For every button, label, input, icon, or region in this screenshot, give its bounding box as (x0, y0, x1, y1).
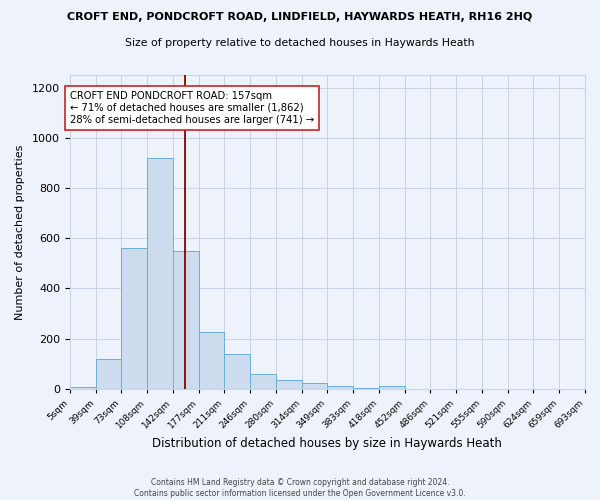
Bar (121, 248, 147, 389)
Bar (70, 387, 95, 389)
Text: CROFT END, PONDCROFT ROAD, LINDFIELD, HAYWARDS HEATH, RH16 2HQ: CROFT END, PONDCROFT ROAD, LINDFIELD, HA… (67, 12, 533, 22)
Text: Size of property relative to detached houses in Haywards Heath: Size of property relative to detached ho… (125, 38, 475, 48)
Bar (353, 388, 379, 389)
Text: CROFT END PONDCROFT ROAD: 157sqm
← 71% of detached houses are smaller (1,862)
28: CROFT END PONDCROFT ROAD: 157sqm ← 71% o… (70, 92, 314, 124)
X-axis label: Distribution of detached houses by size in Haywards Heath: Distribution of detached houses by size … (152, 437, 502, 450)
Bar (224, 354, 250, 389)
Bar (379, 386, 404, 389)
Text: Contains HM Land Registry data © Crown copyright and database right 2024.
Contai: Contains HM Land Registry data © Crown c… (134, 478, 466, 498)
Bar (302, 382, 328, 389)
Bar (199, 332, 224, 389)
Bar (147, 158, 173, 389)
Bar (95, 359, 121, 389)
Bar (328, 386, 353, 389)
Bar (276, 380, 302, 389)
Bar (173, 251, 199, 389)
Bar (250, 374, 276, 389)
Y-axis label: Number of detached properties: Number of detached properties (15, 144, 25, 320)
